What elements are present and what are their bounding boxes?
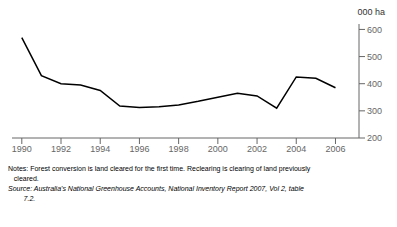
svg-text:500: 500 bbox=[367, 52, 382, 62]
svg-text:600: 600 bbox=[367, 25, 382, 35]
svg-text:1996: 1996 bbox=[129, 144, 149, 154]
html-text:Source: Australia's National G: Source: Australia's National Greenhouse … bbox=[8, 185, 304, 192]
svg-text:2000: 2000 bbox=[208, 144, 228, 154]
svg-text:2006: 2006 bbox=[325, 144, 345, 154]
svg-text:1992: 1992 bbox=[51, 144, 71, 154]
svg-text:2002: 2002 bbox=[247, 144, 267, 154]
svg-text:1994: 1994 bbox=[90, 144, 110, 154]
svg-text:400: 400 bbox=[367, 79, 382, 89]
svg-text:1998: 1998 bbox=[169, 144, 189, 154]
svg-text:200: 200 bbox=[367, 133, 382, 143]
svg-text:300: 300 bbox=[367, 106, 382, 116]
html-text:000 ha: 000 ha bbox=[357, 7, 385, 17]
html-text:7.2.: 7.2. bbox=[8, 195, 36, 202]
html-text:cleared.: cleared. bbox=[8, 175, 39, 182]
svg-text:2004: 2004 bbox=[286, 144, 306, 154]
html-text:Notes: Forest conversion is la: Notes: Forest conversion is land cleared… bbox=[8, 165, 311, 172]
svg-text:1990: 1990 bbox=[12, 144, 32, 154]
